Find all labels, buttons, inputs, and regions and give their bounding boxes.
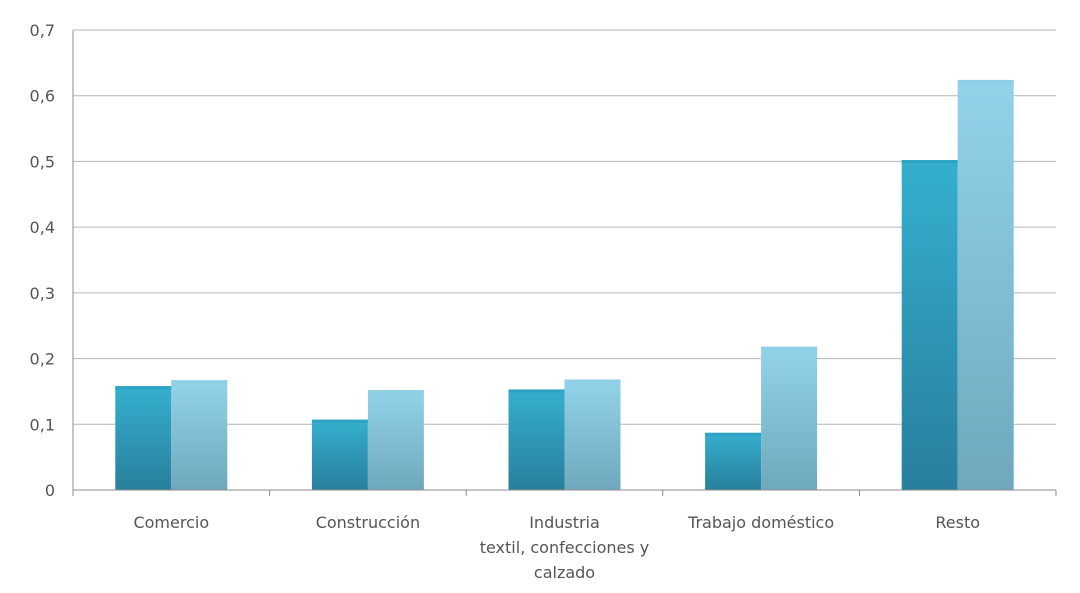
bar-cap bbox=[367, 390, 424, 394]
x-category-label: Trabajo doméstico bbox=[687, 513, 834, 532]
x-category-label: Comercio bbox=[133, 513, 209, 532]
bar bbox=[705, 432, 762, 490]
y-tick-label: 0,4 bbox=[30, 218, 55, 237]
y-tick-label: 0,7 bbox=[30, 21, 55, 40]
y-tick-label: 0,3 bbox=[30, 284, 55, 303]
x-category-label: Industria bbox=[529, 513, 600, 532]
bar bbox=[311, 419, 368, 490]
x-category-label: Construcción bbox=[316, 513, 420, 532]
bar bbox=[564, 379, 621, 490]
bar bbox=[901, 160, 958, 490]
bar-cap bbox=[901, 160, 958, 164]
bar bbox=[761, 346, 818, 490]
bars bbox=[115, 79, 1014, 490]
y-tick-label: 0,5 bbox=[30, 152, 55, 171]
bar bbox=[115, 386, 172, 490]
labels: 0 0,1 0,2 0,3 0,4 0,5 0,6 0,7 Comercio Construcci… bbox=[30, 21, 980, 582]
bar bbox=[171, 380, 228, 490]
y-tick-label: 0,2 bbox=[30, 350, 55, 369]
x-category-label: calzado bbox=[534, 563, 595, 582]
bar-cap bbox=[761, 346, 818, 350]
bar-cap bbox=[508, 389, 565, 393]
y-tick-label: 0,1 bbox=[30, 415, 55, 434]
bar-cap bbox=[115, 386, 172, 390]
bar-cap bbox=[171, 380, 228, 384]
bar-cap bbox=[564, 379, 621, 383]
bar bbox=[957, 79, 1014, 490]
y-tick-label: 0 bbox=[45, 481, 55, 500]
y-tick-label: 0,6 bbox=[30, 87, 55, 106]
axes bbox=[72, 30, 1057, 496]
gridlines bbox=[73, 29, 1056, 425]
bar-cap bbox=[705, 432, 762, 436]
x-category-label: Resto bbox=[935, 513, 980, 532]
bar bbox=[508, 389, 565, 490]
bar-cap bbox=[957, 79, 1014, 83]
bar bbox=[367, 390, 424, 490]
x-category-label: textil, confecciones y bbox=[480, 538, 650, 557]
bar-cap bbox=[311, 419, 368, 423]
